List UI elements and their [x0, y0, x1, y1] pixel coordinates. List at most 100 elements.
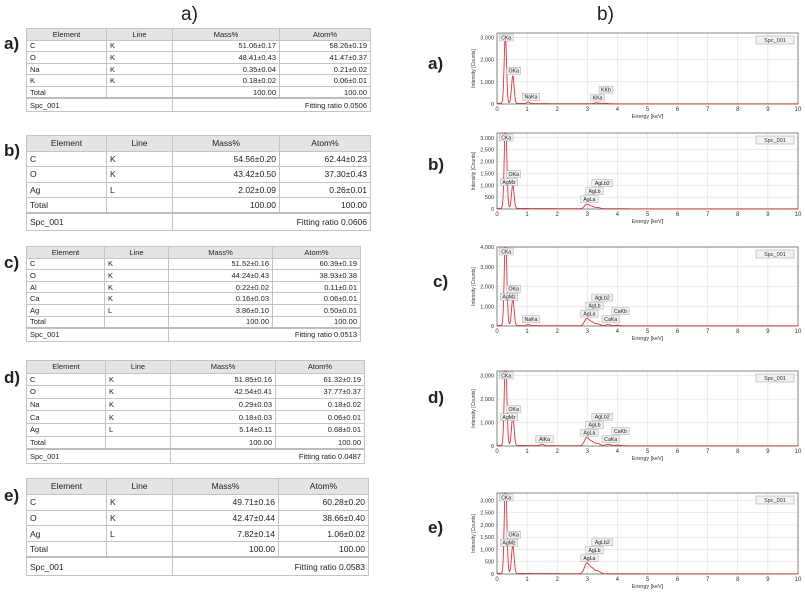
- composition-table: Element Line Mass% Atom% C K 49.71±0.16 60.28±0…: [26, 478, 369, 576]
- y-tick-label: 1,000: [480, 183, 494, 189]
- table-footer-row: Spc_001 Fitting ratio 0.0513: [26, 326, 361, 342]
- column-header: Line: [105, 360, 171, 374]
- peak-label-box: [580, 554, 599, 562]
- table-cell: K: [104, 257, 169, 271]
- table-cell: K: [105, 385, 171, 399]
- spectrum-line: [497, 370, 798, 447]
- column-header: Line: [106, 28, 173, 41]
- table-cell: C: [26, 150, 107, 167]
- x-tick-label: 7: [706, 107, 710, 113]
- fitting-ratio: Fitting ratio 0.0506: [172, 97, 371, 113]
- composition-table: Element Line Mass% Atom% C K 54.56±0.20 62.44±0…: [26, 135, 371, 231]
- peak-label-box: [585, 301, 604, 310]
- x-tick-label: 4: [616, 212, 620, 218]
- peak-label: AgMz: [502, 415, 516, 421]
- column-header: Element: [26, 360, 106, 374]
- peak-label: AgLa: [583, 197, 595, 203]
- column-header: Atom%: [279, 135, 371, 152]
- legend-box: [755, 495, 795, 505]
- peak-label-box: [611, 307, 630, 316]
- table-cell: Ag: [26, 181, 107, 198]
- peak-label-box: [500, 293, 518, 301]
- table-cell: 3.86±0.10: [168, 303, 273, 317]
- x-tick-label: 6: [676, 577, 680, 583]
- peak-label: AgLb: [588, 303, 600, 309]
- table-cell: 0.18±0.02: [275, 397, 365, 412]
- x-tick-label: 7: [706, 329, 710, 335]
- y-tick-label: 1,000: [480, 80, 494, 86]
- peak-label-box: [499, 33, 514, 42]
- peak-label: OKa: [509, 533, 519, 539]
- y-tick-label: 2,000: [480, 58, 494, 64]
- y-tick-label: 1,000: [480, 421, 494, 427]
- x-tick-label: 0: [495, 212, 499, 218]
- x-tick-label: 6: [676, 329, 680, 335]
- table-cell: K: [105, 372, 171, 387]
- peak-label-box: [499, 247, 514, 256]
- table-cell: 37.77±0.37: [275, 385, 365, 399]
- table-cell: 100.00: [275, 435, 365, 450]
- table-cell: 54.56±0.20: [172, 150, 280, 167]
- peak-label: AgMz: [502, 180, 516, 186]
- peak-label-box: [499, 133, 514, 142]
- table-cell: 100.00: [172, 85, 280, 99]
- table-cell: 2.02±0.09: [172, 181, 280, 198]
- table-cell: 100.00: [279, 197, 371, 214]
- y-tick-label: 2,000: [480, 160, 494, 166]
- column-header: Element: [26, 28, 107, 41]
- column-header: Element: [26, 478, 107, 495]
- table-cell: Total: [26, 315, 105, 329]
- table-cell: 100.00: [279, 85, 371, 99]
- x-tick-label: 6: [676, 107, 680, 113]
- x-tick-label: 6: [676, 212, 680, 218]
- peak-label: CaKb: [614, 309, 627, 315]
- peak-label-box: [580, 309, 599, 318]
- x-tick-label: 2: [556, 212, 560, 218]
- peak-label: AgLb2: [595, 295, 610, 301]
- table-row: O K 48.41±0.43 41.47±0.37: [26, 51, 371, 64]
- table-cell: 100.00: [172, 197, 280, 214]
- table-row: Total 100.00 100.00: [26, 435, 365, 450]
- table-cell: 0.26±0.01: [279, 181, 371, 198]
- table-cell: 48.41±0.43: [172, 51, 280, 64]
- x-tick-label: 8: [736, 329, 740, 335]
- table-cell: 1.06±0.02: [278, 525, 369, 543]
- peak-label-box: [585, 421, 604, 429]
- x-tick-label: 10: [795, 577, 802, 583]
- spectrum-id: Spc_001: [26, 326, 169, 342]
- x-tick-label: 8: [736, 577, 740, 583]
- table-header-row: Element Line Mass% Atom%: [26, 246, 361, 259]
- table-cell: 38.66±0.40: [278, 509, 369, 527]
- composition-table: Element Line Mass% Atom% C K 51.85±0.16 61.32±0…: [26, 360, 365, 464]
- table-cell: K: [106, 509, 173, 527]
- y-tick-label: 1,500: [480, 171, 494, 177]
- table-cell: 0.06±0.01: [272, 292, 361, 305]
- y-tick-label: 1,000: [480, 547, 494, 553]
- table-cell: K: [106, 39, 173, 53]
- table-header-row: Element Line Mass% Atom%: [26, 360, 365, 374]
- table-footer-row: Spc_001 Fitting ratio 0.0487: [26, 447, 365, 464]
- column-header: Element: [26, 135, 107, 152]
- table-cell: L: [106, 525, 173, 543]
- x-tick-label: 0: [495, 577, 499, 583]
- peak-label-box: [580, 195, 599, 203]
- table-cell: K: [105, 397, 171, 412]
- table-row: Total 100.00 100.00: [26, 85, 371, 99]
- x-tick-label: 0: [495, 329, 499, 335]
- x-tick-label: 10: [795, 329, 802, 335]
- spectrum-id: Spc_001: [26, 212, 173, 231]
- table-cell: 51.85±0.16: [170, 372, 276, 387]
- spectrum-panel-label: e): [428, 518, 444, 537]
- table-cell: 49.71±0.16: [172, 493, 279, 511]
- peak-label-box: [506, 67, 521, 75]
- peak-label: AgMz: [502, 295, 516, 301]
- table-row: Ca K 0.16±0.03 0.06±0.01: [26, 292, 361, 305]
- x-tick-label: 2: [556, 449, 560, 455]
- peak-label-box: [500, 178, 518, 186]
- table-cell: 0.68±0.01: [275, 422, 365, 437]
- peak-label-box: [506, 531, 521, 539]
- table-panel-label: c): [4, 253, 20, 272]
- x-tick-label: 9: [766, 329, 770, 335]
- plot-frame: [496, 132, 799, 210]
- table-header-row: Element Line Mass% Atom%: [26, 478, 369, 495]
